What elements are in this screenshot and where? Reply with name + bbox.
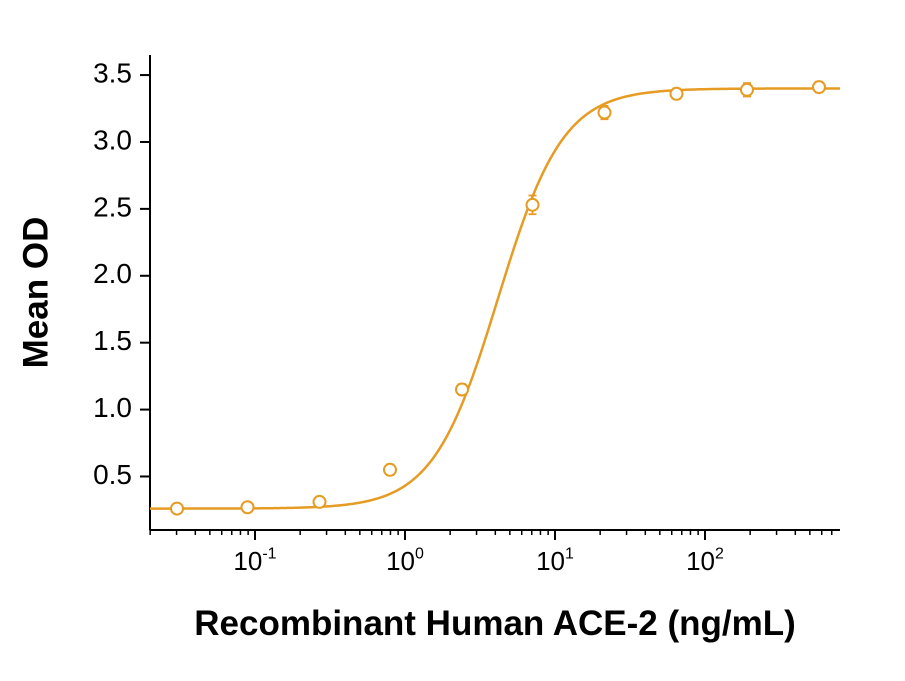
y-tick-label: 3.0 [93, 124, 132, 155]
y-tick-label: 0.5 [93, 459, 132, 490]
y-tick-label: 1.0 [93, 392, 132, 423]
data-marker [242, 501, 254, 513]
y-tick-label: 2.0 [93, 258, 132, 289]
y-tick-label: 1.5 [93, 325, 132, 356]
y-tick-label: 3.5 [93, 57, 132, 88]
y-tick-label: 2.5 [93, 191, 132, 222]
data-marker [671, 88, 683, 100]
data-marker [527, 199, 539, 211]
data-marker [171, 503, 183, 515]
chart-bg [0, 0, 905, 681]
y-axis-label: Mean OD [16, 217, 55, 369]
data-marker [741, 84, 753, 96]
dose-response-chart: 0.51.01.52.02.53.03.5Mean OD10-110010110… [0, 0, 905, 681]
chart-container: 0.51.01.52.02.53.03.5Mean OD10-110010110… [0, 0, 905, 681]
data-marker [456, 384, 468, 396]
data-marker [314, 496, 326, 508]
data-marker [384, 464, 396, 476]
x-axis-label: Recombinant Human ACE-2 (ng/mL) [194, 604, 796, 643]
data-marker [813, 81, 825, 93]
data-marker [599, 107, 611, 119]
